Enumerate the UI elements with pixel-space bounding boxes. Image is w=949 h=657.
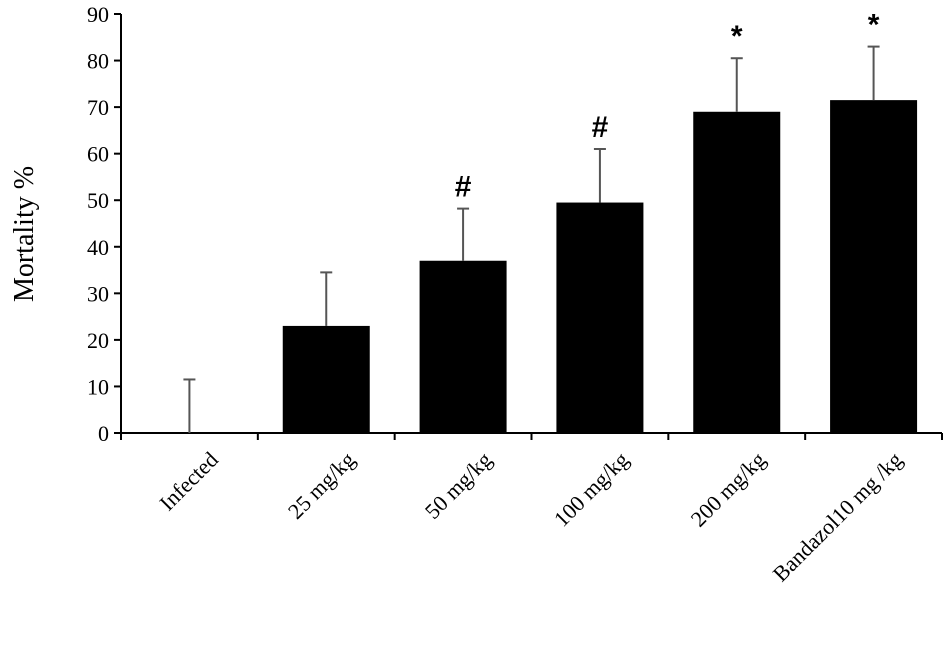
significance-marker: # bbox=[455, 171, 472, 204]
y-tick-label: 20 bbox=[87, 328, 109, 353]
bar bbox=[282, 325, 370, 433]
x-tick-label: Infected bbox=[154, 447, 223, 516]
bar bbox=[556, 202, 644, 433]
x-tick-label: 25 mg/kg bbox=[283, 447, 360, 524]
plot-area: 0 10 20 30 40 50 60 70 80 90 Infected 25 mg/kg #50 m… bbox=[87, 2, 943, 587]
y-tick-label: 60 bbox=[87, 142, 109, 167]
significance-marker: * bbox=[731, 20, 743, 53]
x-tick-label: Bandazol10 mg /kg bbox=[768, 447, 908, 587]
y-tick-label: 0 bbox=[98, 421, 109, 446]
y-tick-label: 50 bbox=[87, 188, 109, 213]
y-tick-label: 30 bbox=[87, 281, 109, 306]
x-tick-label: 100 mg/kg bbox=[549, 447, 634, 532]
bar bbox=[419, 260, 507, 433]
bar bbox=[830, 100, 918, 433]
x-tick-label: 200 mg/kg bbox=[686, 447, 771, 532]
significance-marker: # bbox=[592, 111, 609, 144]
x-tick-label: 50 mg/kg bbox=[420, 447, 497, 524]
significance-marker: * bbox=[868, 9, 880, 42]
y-tick-label: 80 bbox=[87, 49, 109, 74]
y-tick-label: 40 bbox=[87, 235, 109, 260]
y-tick-label: 70 bbox=[87, 95, 109, 120]
y-tick-label: 10 bbox=[87, 374, 109, 399]
bar bbox=[693, 111, 781, 434]
y-tick-label: 90 bbox=[87, 2, 109, 27]
y-axis-label: Mortality % bbox=[9, 166, 40, 302]
